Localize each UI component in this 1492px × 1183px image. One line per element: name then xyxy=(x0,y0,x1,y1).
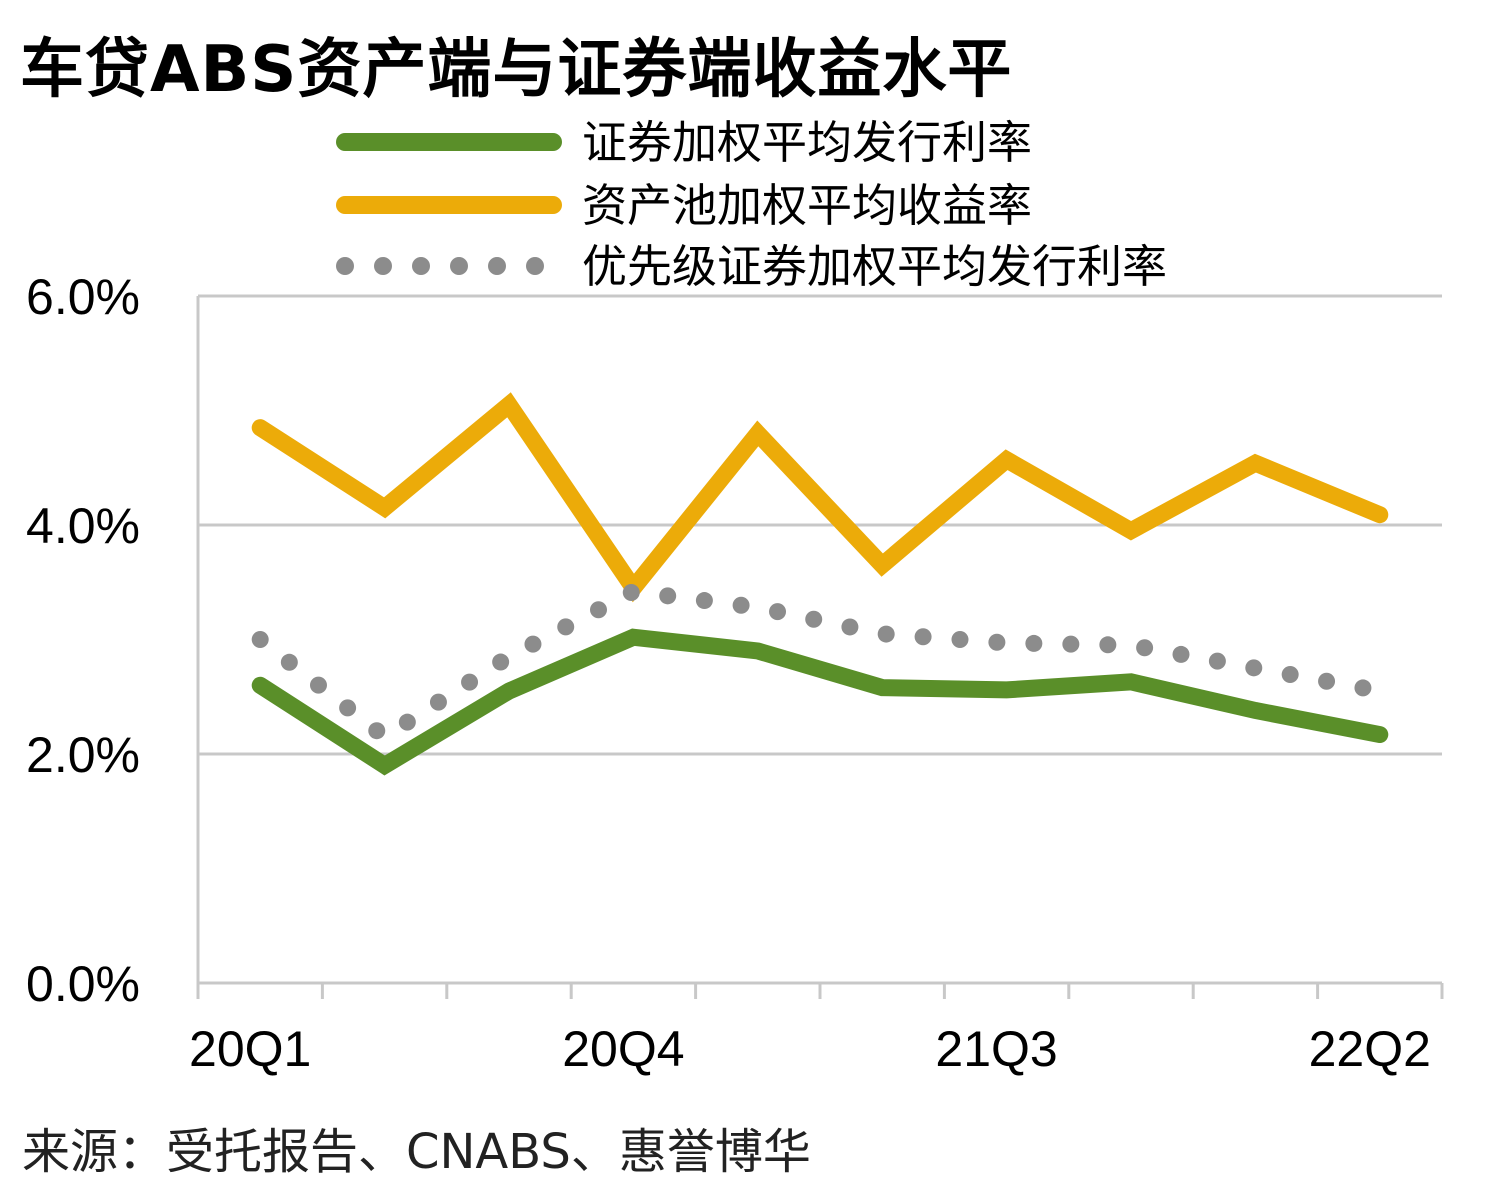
series-line-3 xyxy=(251,582,1389,748)
y-tick-label: 2.0% xyxy=(26,727,140,783)
chart-title: 车贷ABS资产端与证券端收益水平 xyxy=(20,33,1013,107)
x-tick-label: 22Q2 xyxy=(1309,1021,1431,1077)
x-tick-label: 20Q4 xyxy=(562,1021,684,1077)
series-line-2 xyxy=(251,392,1389,603)
legend-label-1: 证券加权平均发行利率 xyxy=(582,116,1032,169)
source-note: 来源：受托报告、CNABS、惠誉博华 xyxy=(22,1124,811,1180)
series-line-1 xyxy=(251,628,1389,776)
legend-label-2: 资产池加权平均收益率 xyxy=(582,179,1032,232)
grid-lines xyxy=(198,294,1442,756)
y-tick-label: 6.0% xyxy=(26,269,140,325)
series-lines xyxy=(251,392,1389,776)
axes: 0.0% 2.0% 4.0% 6.0% 20Q1 20Q4 21Q3 22Q2 xyxy=(26,269,1444,1077)
y-tick-label: 0.0% xyxy=(26,956,140,1012)
x-tick-label: 20Q1 xyxy=(189,1021,311,1077)
x-tick-label: 21Q3 xyxy=(935,1021,1057,1077)
legend-label-3: 优先级证券加权平均发行利率 xyxy=(582,240,1167,293)
y-tick-label: 4.0% xyxy=(26,498,140,554)
